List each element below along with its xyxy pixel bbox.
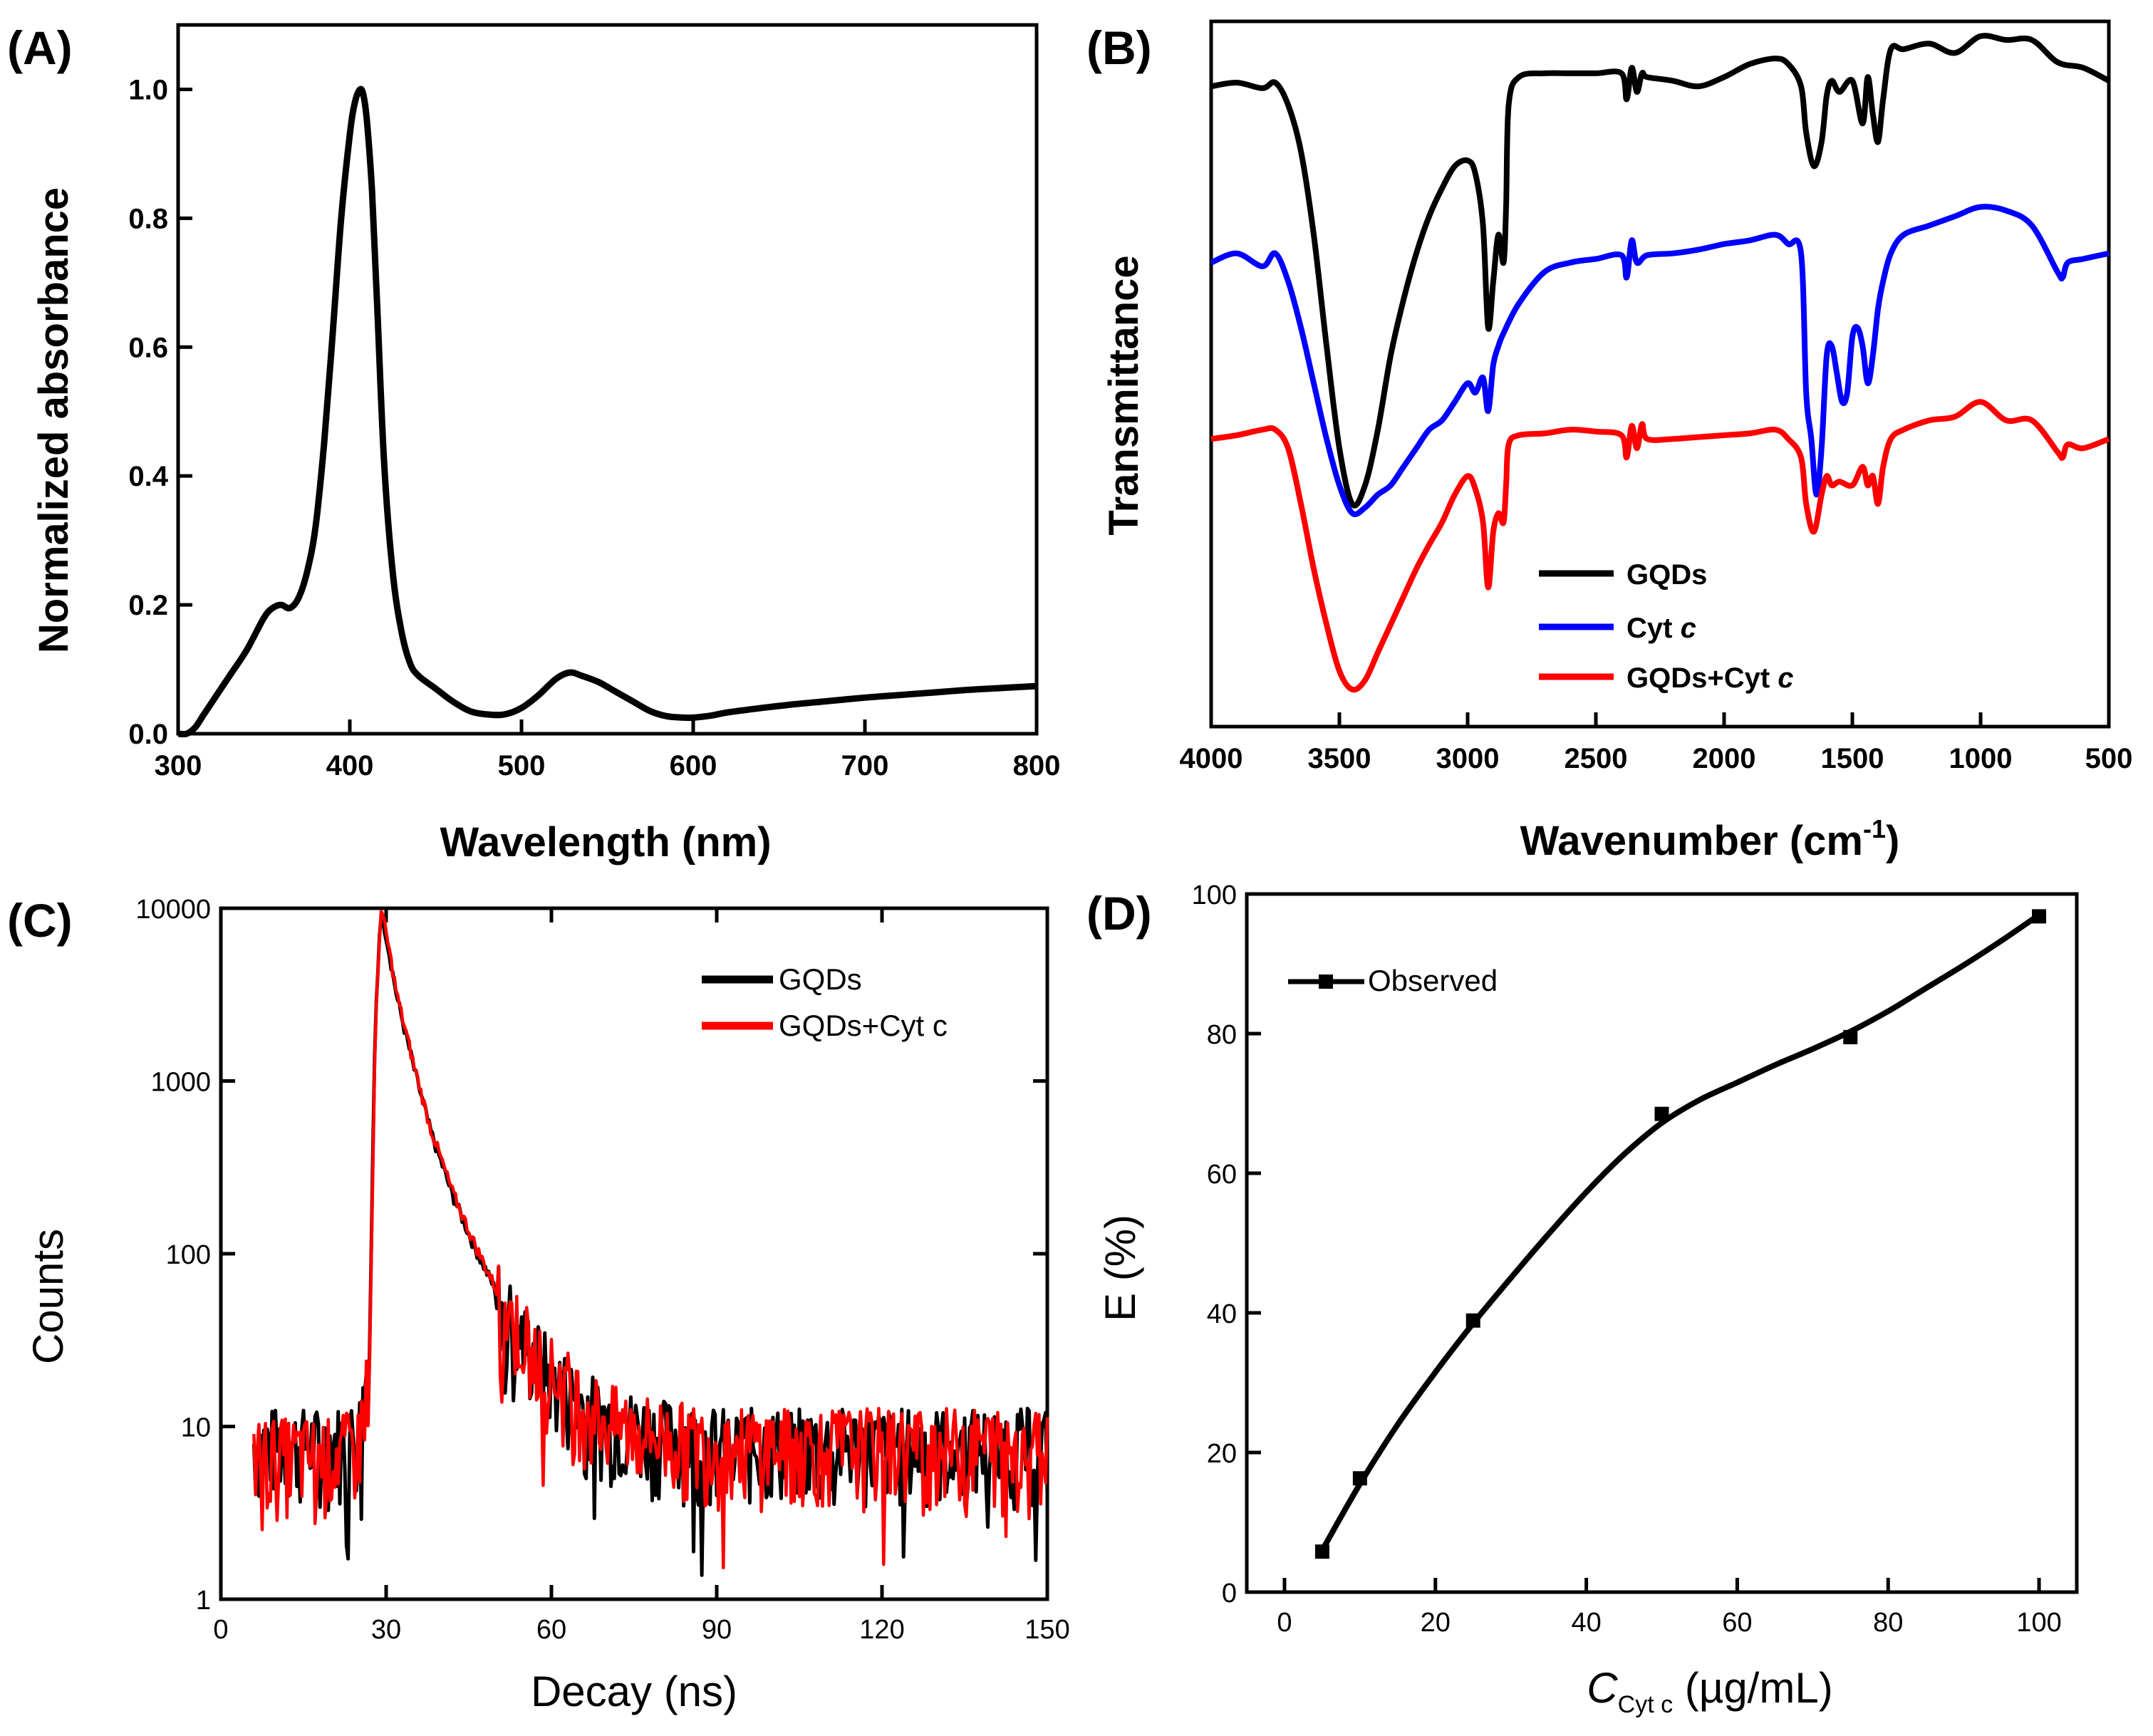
panel-d-data-point [1843,1029,1858,1044]
panel-a-y-tick-label: 0.6 [128,332,168,363]
panel-d-plot-area [1314,909,2047,1559]
panel-d-x-tick-label: 40 [1571,1608,1601,1638]
panel-a-y-tick-label: 0.2 [128,590,168,621]
panel-c: (C) 0 30 60 90 120 150 1 10 100 1000 10000 Decay (… [7,894,1070,1715]
panel-c-legend-label-gqds-cytc: GQDs+Cyt c [779,1009,948,1042]
panel-a-y-tick-label: 0.0 [128,719,168,750]
panel-c-label: (C) [7,894,73,947]
panel-d-fit-curve [1319,913,2041,1552]
panel-d-data-point [2032,909,2047,924]
panel-d-label: (D) [1086,887,1152,940]
panel-c-x-tick-label: 0 [213,1615,228,1645]
panel-b-x-axis-label-end: ) [1886,818,1899,864]
panel-d-x-axis-label-sub: Cyt c [1618,1691,1673,1718]
panel-c-y-tick-label: 100 [166,1240,211,1270]
panel-a-x-tick-label: 700 [841,750,889,781]
panel-d-data-point [1352,1471,1367,1486]
panel-d-y-tick-label: 40 [1207,1299,1237,1329]
panel-a-x-tick-label: 500 [498,750,546,781]
panel-d-legend-label-observed: Observed [1368,964,1498,997]
panel-c-y-tick-label: 1 [196,1586,211,1616]
panel-a-x-tick-label: 800 [1013,750,1061,781]
panel-c-legend-label-gqds: GQDs [779,962,862,996]
panel-b-legend-label-gqds-cytc: GQDs+Cyt c [1627,662,1794,694]
panel-a-y-axis-label: Normalized absorbance [31,187,77,653]
panel-b-legend-label-gqds: GQDs [1627,559,1707,591]
panel-b-y-axis-label: Transmittance [1101,255,1147,535]
panel-b-frame [1209,19,2111,729]
panel-b-series-gqds-cyt-c [1210,399,2110,693]
panel-d-y-tick-label: 60 [1207,1160,1237,1190]
panel-b-x-tick-label: 2500 [1565,743,1628,774]
panel-d-x-axis-label-main: C [1587,1664,1618,1712]
panel-c-x-tick-label: 150 [1024,1615,1069,1645]
panel-d-y-tick-label: 100 [1192,880,1237,910]
panel-d-axes: 0 20 40 60 80 100 0 20 40 60 80 100 [1192,880,2079,1638]
panel-b-plot-area [1210,33,2110,693]
panel-c-axes: 0 30 60 90 120 150 1 10 100 1000 10000 [135,895,1069,1645]
panel-d-x-tick-label: 100 [2016,1608,2061,1638]
panel-d-x-tick-label: 80 [1873,1608,1903,1638]
panel-d-y-tick-label: 20 [1207,1439,1237,1469]
panel-d-y-tick-label: 80 [1207,1020,1237,1050]
panel-c-x-tick-label: 90 [702,1615,732,1645]
panel-c-legend: GQDs GQDs+Cyt c [702,962,948,1042]
panel-a-plot-area [177,85,1037,738]
panel-d-x-axis-label-units: (µg/mL) [1673,1664,1833,1712]
panel-c-plot-area [251,909,1049,1577]
panel-b-legend: GQDs Cyt c GQDs+Cyt c [1539,559,1794,694]
panel-b-x-tick-label: 1500 [1821,743,1884,774]
panel-d-x-axis-label: CCyt c (µg/mL) [1587,1664,1832,1718]
panel-a-y-tick-label: 1.0 [128,74,168,105]
panel-b-series-gqds [1210,33,2110,509]
panel-b-x-tick-label: 1000 [1949,743,2013,774]
panel-b-x-axis-label-sup: -1 [1863,814,1886,843]
panel-d-x-tick-label: 60 [1722,1608,1752,1638]
panel-d-frame [1245,892,2079,1594]
panel-d-y-axis-label: E (%) [1096,1215,1144,1321]
panel-c-x-tick-label: 30 [371,1615,401,1645]
panel-b-x-tick-label: 2000 [1693,743,1756,774]
panel-a-x-tick-label: 600 [670,750,717,781]
panel-b-label: (B) [1086,21,1152,74]
panel-c-x-tick-label: 60 [536,1615,566,1645]
panel-a-y-tick-label: 0.4 [128,461,168,492]
panel-b-x-axis-label: Wavenumber (cm-1) [1520,814,1900,864]
panel-c-y-tick-label: 1000 [150,1068,211,1098]
panel-a-y-tick-label: 0.8 [128,203,168,234]
panel-d-data-point [1465,1313,1480,1328]
panel-b-legend-label-cytc: Cyt c [1627,613,1696,644]
panel-b-x-tick-label: 4000 [1180,743,1243,774]
panel-a-label: (A) [7,21,73,74]
panel-d-legend: Observed [1288,964,1498,997]
panel-a-frame [176,23,1039,736]
panel-c-y-tick-label: 10000 [135,895,211,925]
panel-b-x-tick-label: 3000 [1436,743,1500,774]
panel-a-series-absorbance [177,85,1037,738]
panel-a-x-tick-label: 400 [326,750,374,781]
panel-d-data-point [1314,1544,1329,1559]
panel-b-x-axis-label-main: Wavenumber (cm [1520,818,1863,864]
panel-d: (D) 0 20 40 60 80 100 0 20 40 60 80 100 CCyt c (µg/… [1086,880,2079,1718]
panel-d-x-tick-label: 0 [1277,1608,1292,1638]
panel-c-series-gqds-cyt-c [252,909,1049,1570]
panel-c-x-axis-label: Decay (ns) [531,1668,737,1715]
panel-b-axes: 4000 3500 3000 2500 2000 1500 1000 500 [1180,19,2133,774]
panel-d-data-point [1654,1106,1669,1121]
panel-d-legend-marker-observed [1319,974,1333,989]
panel-a-x-axis-label: Wavelength (nm) [440,819,771,866]
panel-b: (B) 4000 3500 3000 2500 2000 1500 1000 500 Wave… [1086,19,2133,864]
panel-a-axes: 300 400 500 600 700 800 0.0 0.2 0.4 0.6 0.8 1.0 [128,23,1061,781]
panel-a: (A) 300 400 500 600 700 800 0.0 0.2 0.4 0.6 0.8 1.0… [7,21,1060,866]
panel-d-y-tick-label: 0 [1222,1579,1237,1608]
panel-d-x-tick-label: 20 [1421,1608,1451,1638]
panel-b-x-tick-label: 3500 [1308,743,1371,774]
panel-b-series-cyt-c [1210,204,2110,517]
panel-b-x-tick-label: 500 [2085,743,2133,774]
panel-a-x-tick-label: 300 [155,750,202,781]
panel-c-x-tick-label: 120 [859,1615,904,1645]
panel-c-y-tick-label: 10 [181,1413,211,1443]
panel-c-y-axis-label: Counts [24,1229,72,1364]
